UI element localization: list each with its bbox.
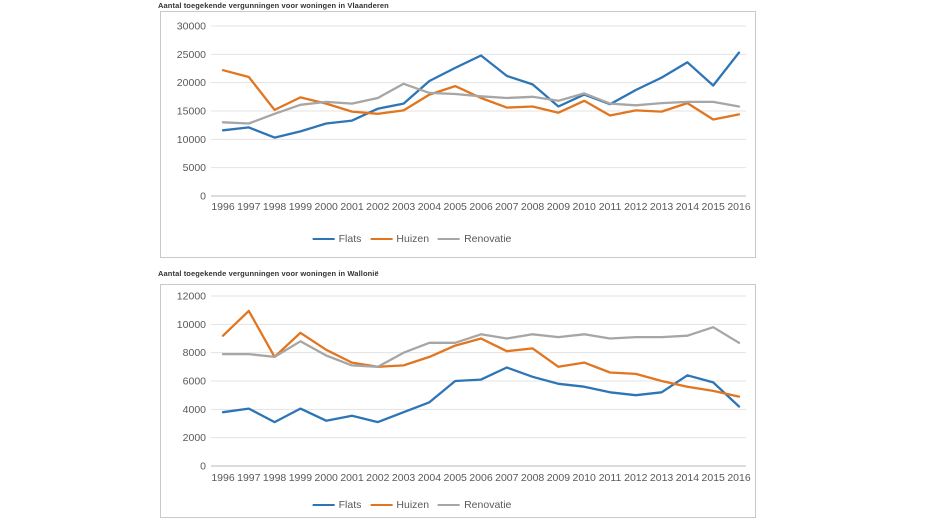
x-axis-tick-label: 2001	[340, 472, 364, 484]
series-line-renovatie	[221, 326, 741, 368]
y-axis-tick-label: 6000	[183, 376, 207, 388]
x-axis-tick-label: 1996	[211, 201, 235, 213]
chart-title-vlaanderen: Aantal toegekende vergunningen voor woni…	[158, 1, 389, 10]
x-axis-tick-label: 2013	[650, 201, 674, 213]
x-axis-tick-label: 2012	[624, 472, 648, 484]
legend-label: Huizen	[396, 233, 430, 245]
x-axis-tick-label: 1997	[237, 201, 261, 213]
x-axis-tick-label: 2015	[702, 472, 726, 484]
x-axis-tick-label: 2000	[315, 201, 339, 213]
x-axis-tick-label: 2006	[469, 201, 493, 213]
x-axis-tick-label: 2014	[676, 472, 700, 484]
legend-label: Huizen	[396, 499, 430, 511]
legend-item-renovatie: Renovatie	[438, 499, 511, 511]
x-axis-tick-label: 2010	[573, 201, 597, 213]
x-axis-tick-label: 2002	[366, 472, 390, 484]
x-axis-tick-label: 2004	[418, 201, 442, 213]
y-axis-tick-label: 4000	[183, 404, 207, 416]
x-axis-tick-label: 2016	[727, 201, 751, 213]
legend-vlaanderen: Flats Huizen Renovatie	[312, 233, 511, 245]
x-axis-tick-label: 2004	[418, 472, 442, 484]
x-axis-tick-label: 2002	[366, 201, 390, 213]
y-axis-tick-label: 12000	[177, 291, 206, 303]
legend-label: Flats	[338, 499, 362, 511]
x-axis-tick-label: 2016	[727, 472, 751, 484]
x-axis-tick-label: 1998	[263, 201, 287, 213]
y-axis-tick-label: 10000	[177, 319, 206, 331]
x-axis-tick-label: 2009	[547, 201, 571, 213]
legend-label: Renovatie	[464, 499, 512, 511]
series-line-renovatie	[221, 82, 741, 125]
x-axis-tick-label: 2000	[315, 472, 339, 484]
legend-item-huizen: Huizen	[370, 233, 429, 245]
x-axis-tick-label: 2007	[495, 201, 519, 213]
series-line-huizen	[221, 69, 741, 121]
y-axis-tick-label: 20000	[177, 77, 206, 89]
plot-area-wallonie: 0 2000 4000 6000 8000 10000 12000 1996 1997 1998 1…	[177, 291, 751, 485]
x-axis-tick-label: 1996	[211, 472, 235, 484]
legend-line-sample	[370, 503, 393, 507]
x-axis-tick-label: 2005	[444, 472, 468, 484]
legend-wallonie: Flats Huizen Renovatie	[312, 499, 511, 511]
legend-line-sample	[438, 503, 461, 507]
x-axis-tick-label: 2015	[702, 201, 726, 213]
chart-title-wallonie: Aantal toegekende vergunningen voor woni…	[158, 269, 379, 278]
x-axis-tick-label: 2005	[444, 201, 468, 213]
x-axis-tick-label: 2001	[340, 201, 364, 213]
series-line-huizen	[221, 309, 741, 398]
series-line-flats	[221, 366, 741, 424]
legend-line-sample	[438, 237, 461, 241]
x-axis-tick-label: 2007	[495, 472, 519, 484]
y-axis-tick-label: 0	[200, 461, 206, 473]
legend-item-flats: Flats	[312, 499, 362, 511]
x-axis-tick-label: 2011	[599, 201, 622, 213]
legend-item-huizen: Huizen	[370, 499, 429, 511]
x-axis-tick-label: 1999	[289, 472, 313, 484]
y-axis-tick-label: 10000	[177, 134, 206, 146]
legend-line-sample	[312, 503, 335, 507]
y-axis-tick-label: 25000	[177, 49, 206, 61]
x-axis-tick-label: 2011	[599, 472, 622, 484]
y-axis-tick-label: 30000	[177, 21, 206, 33]
x-axis-tick-label: 2010	[573, 472, 597, 484]
x-axis-tick-label: 2006	[469, 472, 493, 484]
legend-line-sample	[312, 237, 335, 241]
x-axis-tick-label: 2003	[392, 472, 416, 484]
chart-panel-vlaanderen: 0 5000 10000 15000 20000 25000 30000 1996 1997 19…	[160, 11, 756, 258]
x-axis-tick-label: 2009	[547, 472, 571, 484]
y-axis-tick-label: 5000	[183, 162, 207, 174]
x-axis-tick-label: 1997	[237, 472, 261, 484]
legend-line-sample	[370, 237, 393, 241]
x-axis-tick-label: 2012	[624, 201, 648, 213]
x-axis-tick-label: 1998	[263, 472, 287, 484]
y-axis-tick-label: 2000	[183, 432, 207, 444]
x-axis-tick-label: 2008	[521, 472, 545, 484]
y-axis-tick-label: 8000	[183, 347, 207, 359]
series-line-flats	[221, 51, 741, 139]
x-axis-tick-label: 1999	[289, 201, 313, 213]
legend-label: Renovatie	[464, 233, 512, 245]
legend-item-flats: Flats	[312, 233, 362, 245]
x-axis-tick-label: 2008	[521, 201, 545, 213]
x-axis-tick-label: 2013	[650, 472, 674, 484]
legend-label: Flats	[338, 233, 362, 245]
legend-item-renovatie: Renovatie	[438, 233, 511, 245]
chart-panel-wallonie: 0 2000 4000 6000 8000 10000 12000 1996 1997 1998 1…	[160, 284, 756, 518]
y-axis-tick-label: 0	[200, 191, 206, 203]
x-axis-tick-label: 2014	[676, 201, 700, 213]
x-axis-tick-label: 2003	[392, 201, 416, 213]
y-axis-tick-label: 15000	[177, 106, 206, 118]
